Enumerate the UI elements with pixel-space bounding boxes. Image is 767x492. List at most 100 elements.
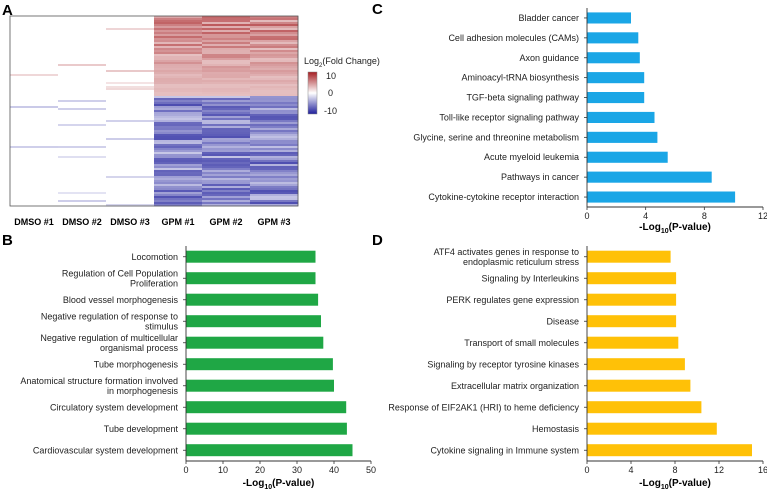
heatmap-cell <box>250 100 299 103</box>
heatmap-cell <box>10 154 59 157</box>
heatmap-cell <box>154 124 203 127</box>
heatmap-cell <box>202 140 251 143</box>
heatmap-cell <box>106 118 155 121</box>
heatmap-cell <box>10 204 59 207</box>
bar <box>587 293 677 306</box>
bar <box>587 315 677 328</box>
heatmap-cell <box>106 194 155 197</box>
heatmap-cell <box>154 132 203 135</box>
category-label: TGF-beta signaling pathway <box>466 93 579 103</box>
heatmap-cell <box>154 204 203 207</box>
heatmap-cell <box>106 108 155 111</box>
heatmap-cell <box>250 154 299 157</box>
heatmap-cell <box>10 200 59 203</box>
heatmap-cell <box>154 78 203 81</box>
heatmap-cell <box>250 58 299 61</box>
heatmap-cell <box>106 72 155 75</box>
heatmap-cell <box>106 196 155 199</box>
heatmap-cell <box>106 80 155 83</box>
heatmap-cell <box>250 162 299 165</box>
heatmap-cell <box>154 44 203 47</box>
heatmap-cell <box>154 184 203 187</box>
bar <box>587 52 640 64</box>
heatmap-cell <box>10 124 59 127</box>
heatmap-cell <box>106 142 155 145</box>
heatmap-cell <box>58 132 107 135</box>
category-label: Toll-like receptor signaling pathway <box>439 113 579 123</box>
heatmap-cell <box>58 134 107 137</box>
heatmap-cell <box>202 42 251 45</box>
heatmap-cell <box>154 22 203 25</box>
x-tick-label: 40 <box>329 465 339 475</box>
heatmap-cell <box>106 52 155 55</box>
heatmap-cell <box>250 40 299 43</box>
heatmap-cell <box>106 30 155 33</box>
heatmap-cell <box>154 126 203 129</box>
heatmap-cell <box>10 88 59 91</box>
heatmap-cell <box>58 18 107 21</box>
heatmap-cell <box>154 96 203 99</box>
heatmap-cell <box>10 118 59 121</box>
heatmap-cell <box>106 186 155 189</box>
heatmap-cell <box>250 70 299 73</box>
heatmap-cell <box>202 202 251 205</box>
heatmap-cell <box>202 54 251 57</box>
heatmap-cell <box>58 48 107 51</box>
heatmap-cell <box>58 72 107 75</box>
heatmap-cell <box>10 136 59 139</box>
heatmap-cell <box>154 58 203 61</box>
heatmap-cell <box>250 114 299 117</box>
heatmap-cell <box>154 108 203 111</box>
heatmap-cell <box>106 22 155 25</box>
heatmap-cell <box>154 100 203 103</box>
heatmap-cell <box>154 102 203 105</box>
category-label: Aminoacyl-tRNA biosynthesis <box>461 73 579 83</box>
heatmap-cell <box>106 192 155 195</box>
heatmap-cell <box>202 46 251 49</box>
heatmap-cell <box>250 176 299 179</box>
heatmap-cell <box>154 200 203 203</box>
heatmap-cell <box>202 92 251 95</box>
heatmap-cell <box>154 72 203 75</box>
heatmap-cell <box>202 38 251 41</box>
heatmap-cell <box>202 80 251 83</box>
heatmap-cell <box>58 202 107 205</box>
heatmap-cell <box>250 164 299 167</box>
heatmap-cell <box>106 44 155 47</box>
category-label: Anatomical structure formation involved i… <box>20 376 178 396</box>
heatmap-cell <box>250 188 299 191</box>
heatmap-cell <box>58 62 107 65</box>
heatmap-cell <box>106 32 155 35</box>
heatmap-cell <box>250 158 299 161</box>
category-label: Cytokine signaling in Immune system <box>430 445 579 455</box>
category-label: Tube morphogenesis <box>94 359 179 369</box>
heatmap-cell <box>58 192 107 195</box>
heatmap-cell <box>250 18 299 21</box>
heatmap-cell <box>106 170 155 173</box>
category-label: Signaling by receptor tyrosine kinases <box>427 359 579 369</box>
heatmap-cell <box>58 68 107 71</box>
heatmap-cell <box>10 202 59 205</box>
heatmap-cell <box>58 162 107 165</box>
heatmap-cell <box>10 76 59 79</box>
heatmap-cell <box>10 24 59 27</box>
heatmap-cell <box>250 192 299 195</box>
heatmap-cell <box>202 66 251 69</box>
heatmap-cell <box>154 130 203 133</box>
heatmap-cell <box>250 20 299 23</box>
heatmap-cell <box>202 26 251 29</box>
heatmap-cell <box>202 130 251 133</box>
heatmap-cell <box>202 142 251 145</box>
heatmap-cell <box>250 90 299 93</box>
heatmap-cell <box>10 60 59 63</box>
heatmap-cell <box>10 128 59 131</box>
heatmap-cell <box>106 146 155 149</box>
heatmap-cell <box>250 28 299 31</box>
heatmap-cell <box>10 80 59 83</box>
heatmap-cell <box>154 92 203 95</box>
heatmap-cell <box>250 92 299 95</box>
heatmap-cell <box>202 164 251 167</box>
heatmap-cell <box>250 24 299 27</box>
heatmap-cell <box>154 80 203 83</box>
heatmap-cell <box>10 184 59 187</box>
